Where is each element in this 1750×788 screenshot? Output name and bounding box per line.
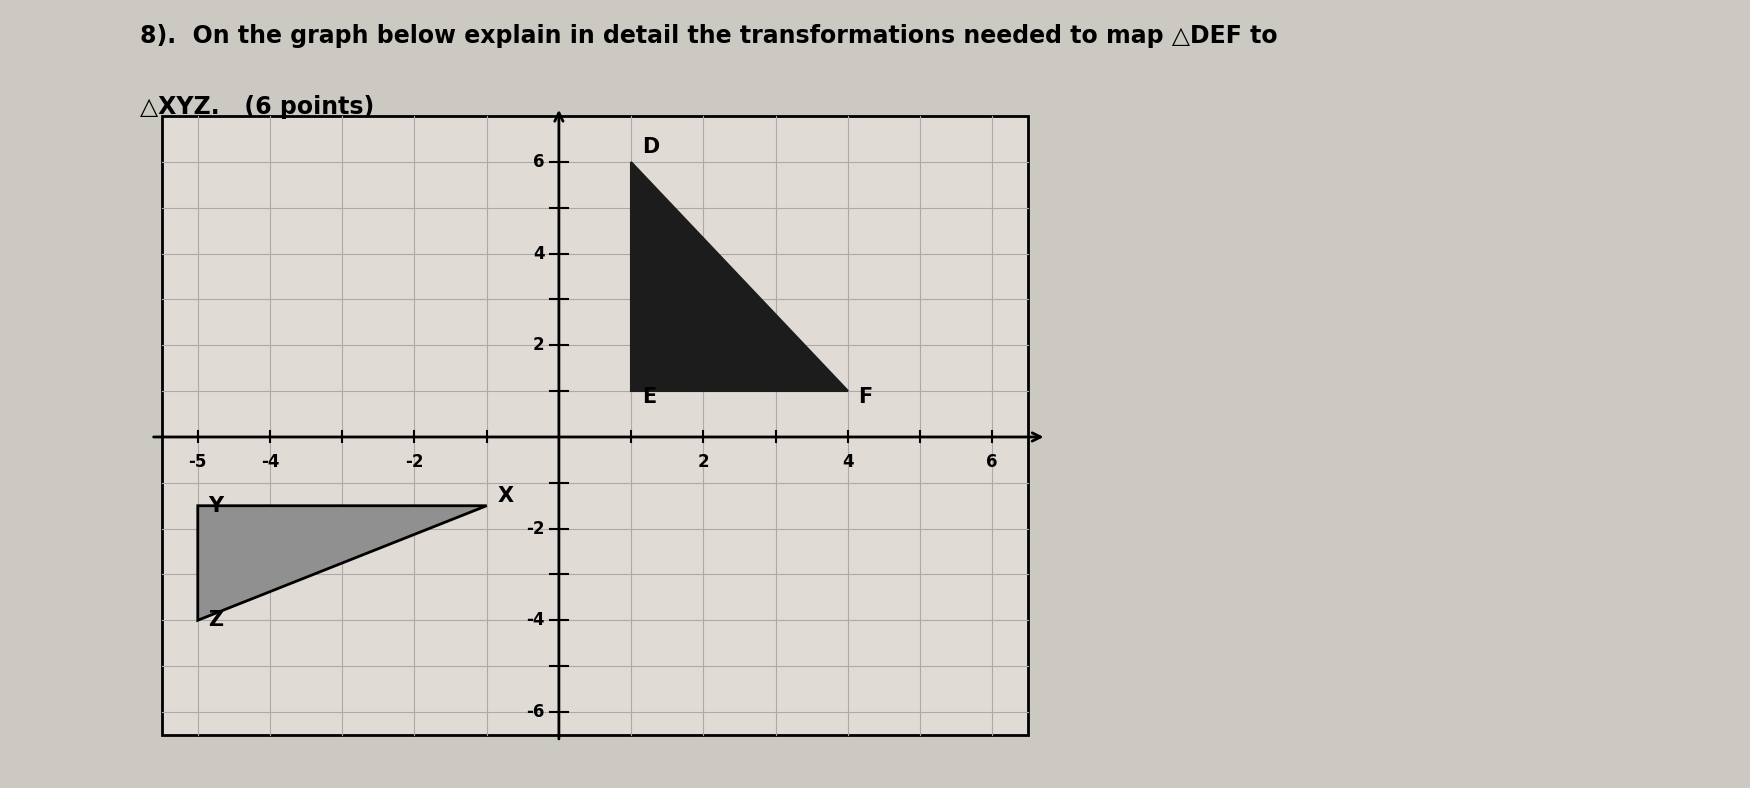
Polygon shape (198, 506, 487, 620)
Text: 2: 2 (698, 453, 709, 471)
Text: E: E (642, 387, 656, 407)
Text: 4: 4 (532, 244, 544, 262)
Text: 6: 6 (534, 153, 544, 171)
Text: 2: 2 (532, 336, 544, 355)
Text: Z: Z (208, 610, 224, 630)
Text: -2: -2 (406, 453, 423, 471)
Text: 4: 4 (842, 453, 854, 471)
Text: -4: -4 (527, 611, 544, 630)
Text: -4: -4 (261, 453, 280, 471)
Text: Y: Y (208, 496, 224, 515)
Text: F: F (859, 387, 873, 407)
Text: 6: 6 (987, 453, 997, 471)
Text: 8).  On the graph below explain in detail the transformations needed to map △DEF: 8). On the graph below explain in detail… (140, 24, 1278, 47)
Text: -5: -5 (189, 453, 206, 471)
Text: -2: -2 (527, 519, 544, 537)
Polygon shape (632, 162, 847, 391)
Text: X: X (497, 485, 514, 506)
Text: △XYZ.   (6 points): △XYZ. (6 points) (140, 95, 374, 118)
Text: -6: -6 (527, 703, 544, 721)
Text: D: D (642, 137, 660, 158)
